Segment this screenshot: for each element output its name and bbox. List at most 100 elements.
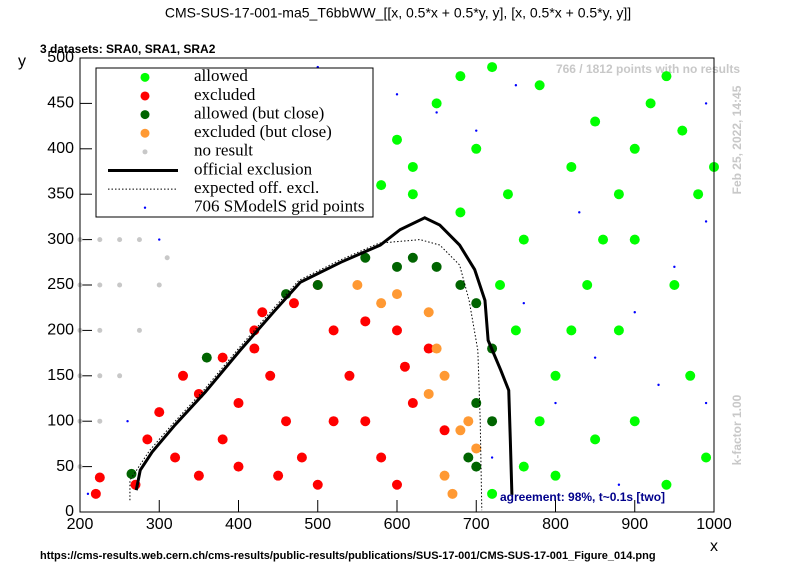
legend-label: excluded (but close) — [194, 122, 332, 141]
point — [217, 352, 228, 363]
legend-marker — [140, 91, 150, 101]
point — [156, 282, 162, 288]
point — [392, 289, 402, 300]
point — [273, 470, 284, 481]
legend-marker — [140, 72, 150, 82]
chart-title: CMS-SUS-17-001-ma5_T6bbWW_[[x, 0.5*x + 0… — [165, 5, 631, 21]
point — [582, 280, 593, 290]
point — [126, 420, 129, 423]
point — [550, 370, 561, 381]
point — [97, 418, 103, 424]
point — [685, 370, 696, 381]
point — [590, 116, 601, 127]
y-axis-label: y — [18, 53, 26, 70]
x-tick-label: 900 — [621, 516, 648, 533]
point — [455, 207, 466, 218]
point — [502, 189, 513, 200]
point — [633, 311, 636, 314]
point — [431, 343, 442, 354]
point — [490, 456, 494, 459]
point — [90, 488, 101, 499]
legend-label: official exclusion — [194, 159, 313, 178]
point — [495, 280, 506, 290]
point — [360, 416, 371, 427]
point — [423, 343, 434, 354]
point — [487, 488, 498, 499]
point — [487, 62, 498, 73]
point — [392, 479, 402, 490]
point — [170, 452, 181, 463]
point — [578, 211, 581, 214]
point — [701, 452, 712, 463]
point — [360, 252, 371, 263]
point — [296, 452, 307, 463]
legend-label: 706 SModelS grid points — [194, 197, 365, 216]
point — [136, 327, 142, 333]
point — [328, 416, 339, 427]
point — [423, 307, 434, 318]
point — [566, 161, 577, 172]
point — [487, 416, 498, 427]
x-tick-label: 700 — [463, 516, 490, 533]
legend-label: allowed (but close) — [194, 103, 324, 122]
point — [677, 125, 688, 136]
point — [344, 370, 355, 381]
point — [514, 84, 518, 87]
point — [613, 189, 624, 200]
point — [164, 255, 170, 261]
point — [598, 234, 609, 245]
y-tick-label: 300 — [47, 231, 74, 248]
point — [97, 373, 103, 379]
point — [629, 234, 640, 245]
point — [407, 161, 418, 172]
point — [97, 237, 103, 243]
point — [704, 102, 708, 105]
point — [399, 361, 410, 372]
x-tick-label: 400 — [225, 516, 252, 533]
point — [178, 370, 189, 381]
x-tick-label: 800 — [542, 516, 569, 533]
date-note: Feb 25, 2022, 14:45 — [730, 85, 744, 194]
exclusion-line — [134, 216, 514, 495]
point — [463, 452, 474, 463]
point — [201, 352, 212, 363]
point — [534, 416, 545, 427]
legend-label: allowed — [194, 66, 248, 85]
point — [661, 71, 672, 82]
legend-marker — [140, 128, 150, 138]
point — [439, 370, 450, 381]
point — [518, 234, 529, 245]
y-tick-label: 500 — [47, 49, 74, 66]
point — [193, 470, 204, 481]
point — [217, 434, 228, 445]
y-tick-label: 250 — [47, 276, 74, 293]
legend-marker — [140, 110, 150, 120]
x-tick-label: 600 — [384, 516, 411, 533]
point — [376, 298, 387, 309]
point — [392, 261, 402, 272]
point — [704, 220, 708, 223]
legend-marker — [143, 206, 147, 209]
point — [471, 443, 482, 454]
point — [471, 461, 482, 472]
y-tick-label: 100 — [47, 412, 74, 429]
point — [376, 180, 387, 191]
legend-label: no result — [194, 141, 253, 160]
point — [510, 325, 521, 336]
point — [463, 416, 474, 427]
point — [407, 189, 418, 200]
point — [392, 325, 402, 336]
point — [471, 298, 482, 309]
point — [435, 111, 438, 114]
point — [126, 468, 137, 479]
exclusion-line — [129, 239, 483, 511]
point — [439, 425, 450, 436]
point — [154, 407, 165, 418]
point — [471, 143, 482, 154]
y-tick-label: 150 — [47, 367, 74, 384]
subtitle: 3 datasets: SRA0, SRA1, SRA2 — [40, 42, 216, 56]
x-axis-label: x — [710, 538, 718, 555]
point — [673, 265, 676, 269]
point — [376, 452, 387, 463]
y-tick-label: 0 — [65, 503, 74, 520]
